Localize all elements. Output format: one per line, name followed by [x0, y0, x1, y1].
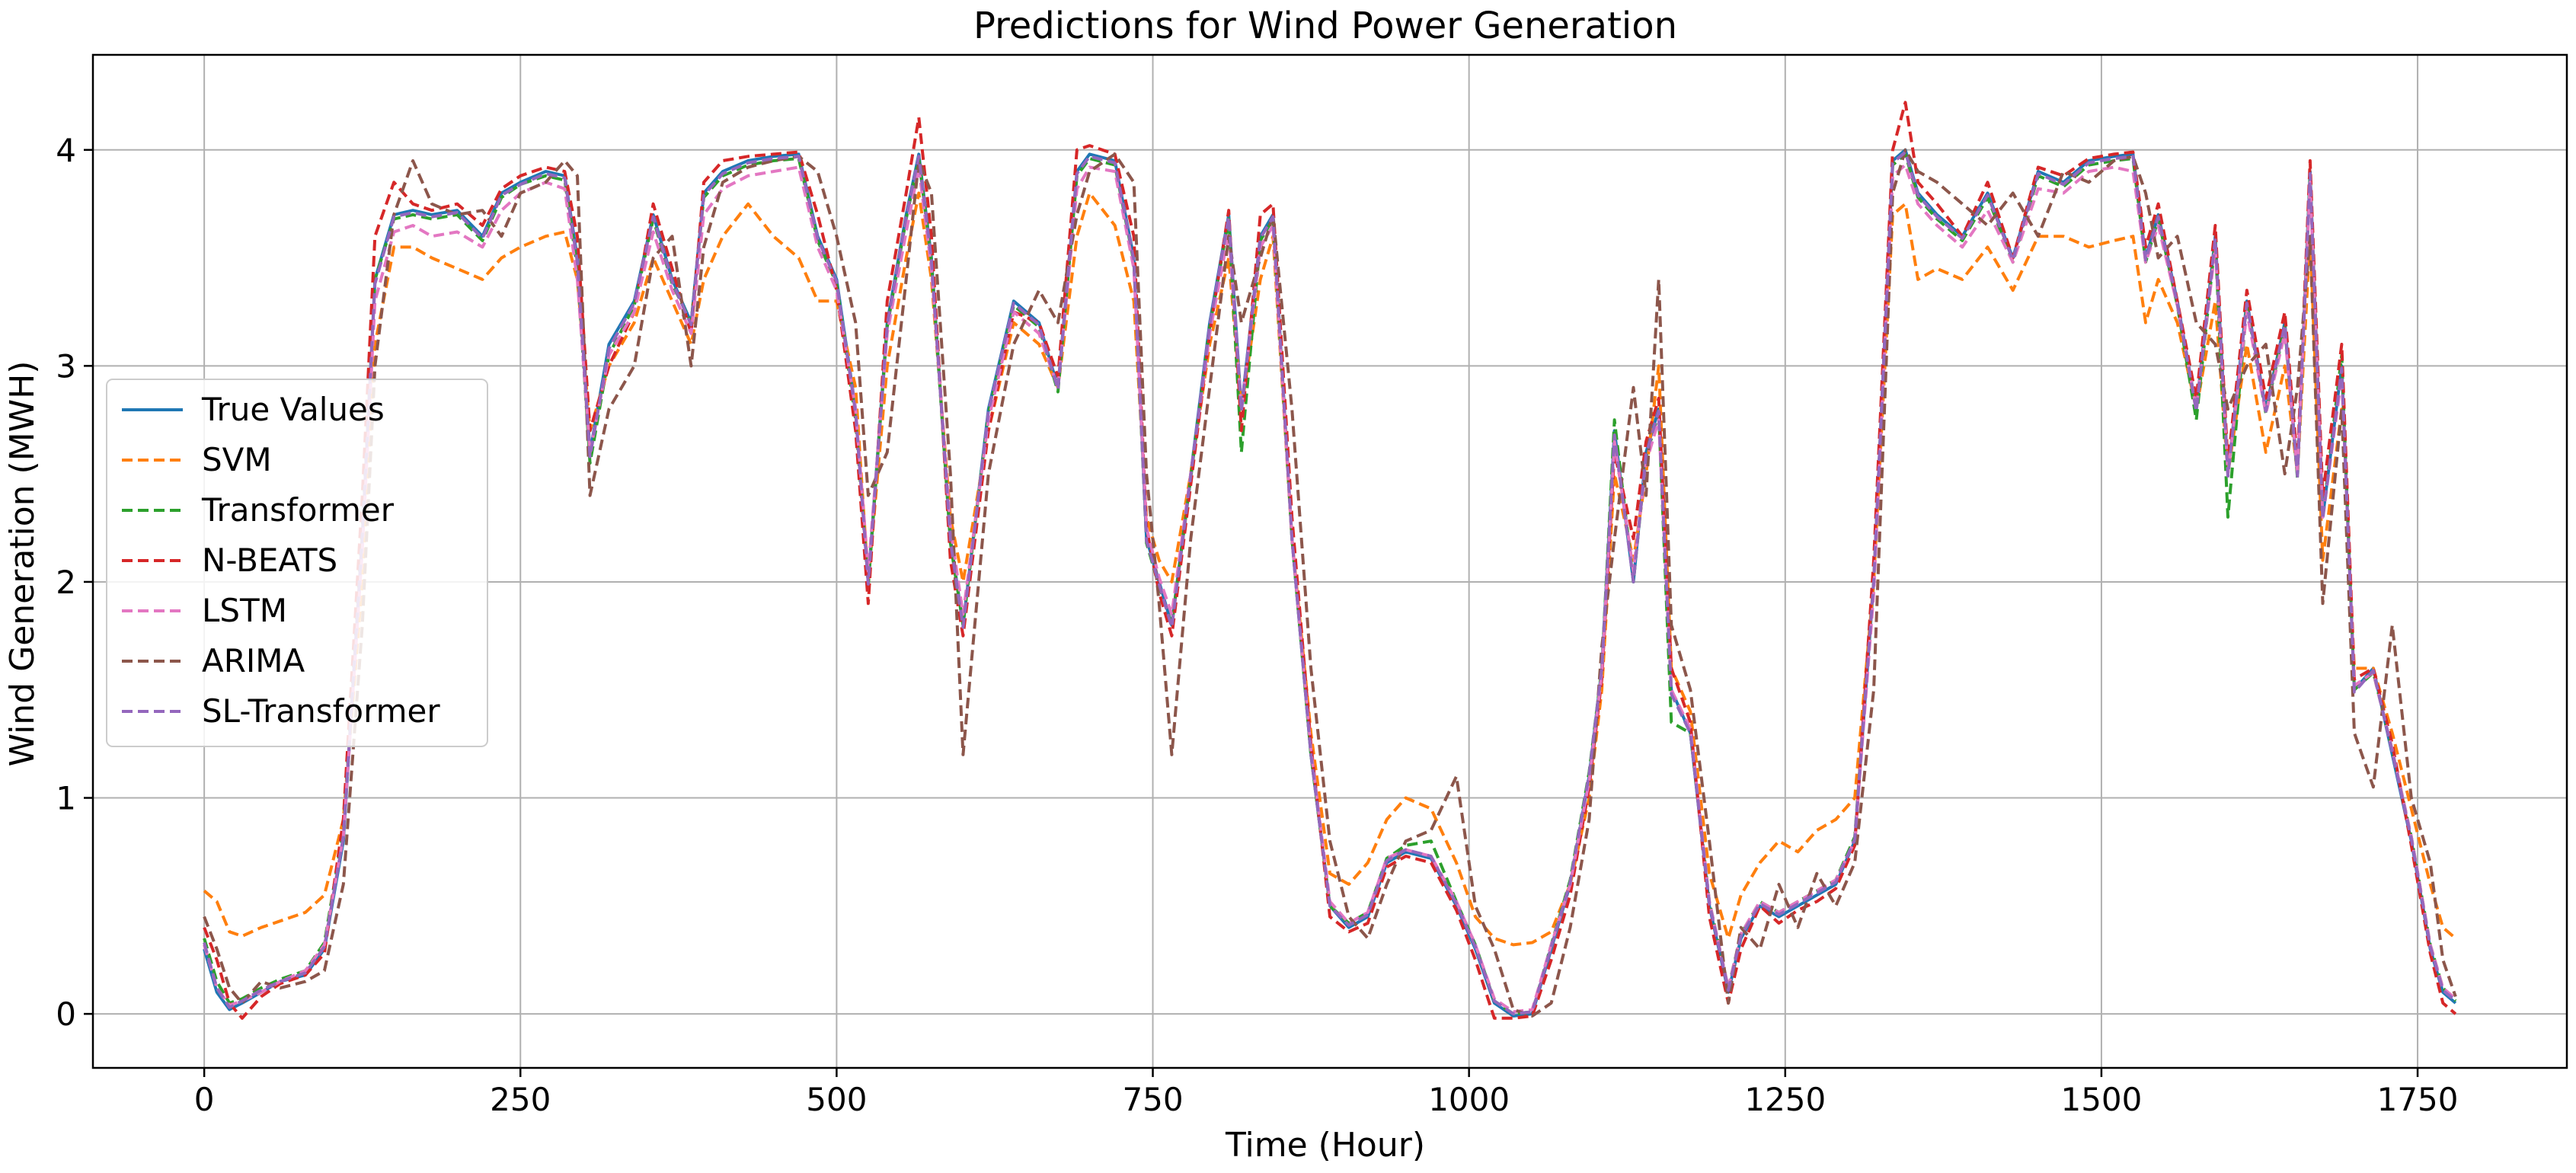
legend-label: SVM	[202, 441, 272, 478]
series-layer	[203, 101, 2457, 1020]
chart-title: Predictions for Wind Power Generation	[973, 5, 1677, 47]
y-tick-label: 3	[56, 347, 76, 385]
ticks: 0 250 500 750 1000 1250 1500 1750 0 1 2 3 4	[56, 132, 2458, 1118]
x-tick-label: 0	[194, 1081, 215, 1118]
y-axis-label: Wind Generation (MWH)	[3, 361, 42, 767]
legend-label: ARIMA	[202, 642, 305, 679]
x-tick-label: 1750	[2377, 1081, 2459, 1118]
series-line-lstm	[203, 163, 2457, 1014]
grid	[93, 55, 2567, 1068]
y-tick-label: 1	[56, 780, 76, 817]
series-line-n-beats	[203, 101, 2457, 1020]
x-tick-label: 1000	[1428, 1081, 1510, 1118]
y-tick-label: 0	[56, 996, 76, 1033]
x-tick-label: 1500	[2060, 1081, 2142, 1118]
legend-label: N-BEATS	[202, 542, 337, 579]
legend-label: SL-Transformer	[202, 692, 440, 730]
x-tick-label: 750	[1122, 1081, 1183, 1118]
x-tick-label: 500	[806, 1081, 867, 1118]
legend-box	[106, 379, 488, 747]
x-tick-label: 250	[490, 1081, 551, 1118]
y-tick-label: 4	[56, 132, 76, 169]
x-tick-label: 1250	[1744, 1081, 1826, 1118]
legend: True Values SVM Transformer N-BEATS LSTM ARIM…	[106, 379, 488, 747]
series-line-sl-transformer	[203, 150, 2457, 1016]
y-tick-label: 2	[56, 564, 76, 601]
plot-frame	[91, 53, 2568, 1069]
legend-label: True Values	[201, 391, 385, 428]
x-axis-label: Time (Hour)	[1225, 1126, 1425, 1165]
legend-label: Transformer	[201, 491, 395, 529]
legend-label: LSTM	[202, 592, 287, 629]
